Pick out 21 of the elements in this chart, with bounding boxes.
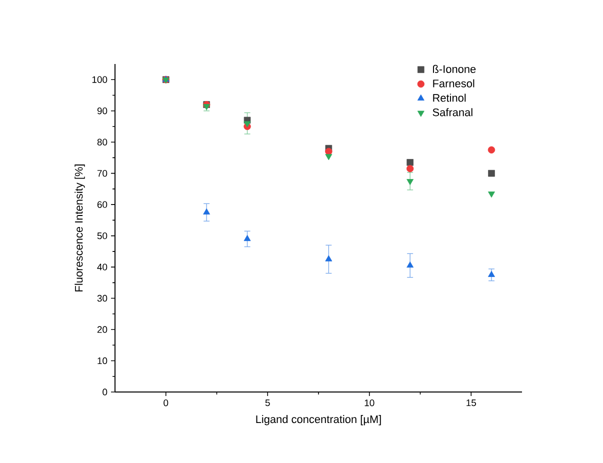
y-axis-title: Fluorescence Intensity [%] — [74, 164, 85, 292]
x-axis-title: Ligand concentration [µM] — [256, 415, 381, 426]
legend-label: Farnesol — [433, 79, 474, 88]
y-tick-label: 80 — [97, 138, 108, 146]
y-tick-label: 0 — [102, 388, 108, 396]
y-tick-label: 50 — [97, 232, 108, 240]
y-tick-label: 60 — [97, 201, 108, 208]
y-tick-label: 30 — [97, 294, 108, 302]
legend-label: ß-Ionone — [433, 64, 476, 73]
legend-label: Safranal — [432, 108, 472, 116]
x-tick-label: 15 — [466, 400, 476, 406]
y-tick-label: 40 — [97, 264, 108, 270]
x-tick-label: 5 — [265, 400, 270, 406]
y-tick-label: 10 — [98, 357, 108, 364]
legend-label: Retinol — [433, 94, 466, 102]
y-tick-label: 90 — [97, 108, 108, 114]
y-tick-label: 100 — [92, 76, 108, 83]
x-tick-label: 10 — [364, 400, 374, 406]
y-tick-label: 20 — [97, 326, 108, 333]
x-tick-label: 0 — [164, 400, 168, 406]
y-tick-label: 70 — [97, 170, 108, 177]
